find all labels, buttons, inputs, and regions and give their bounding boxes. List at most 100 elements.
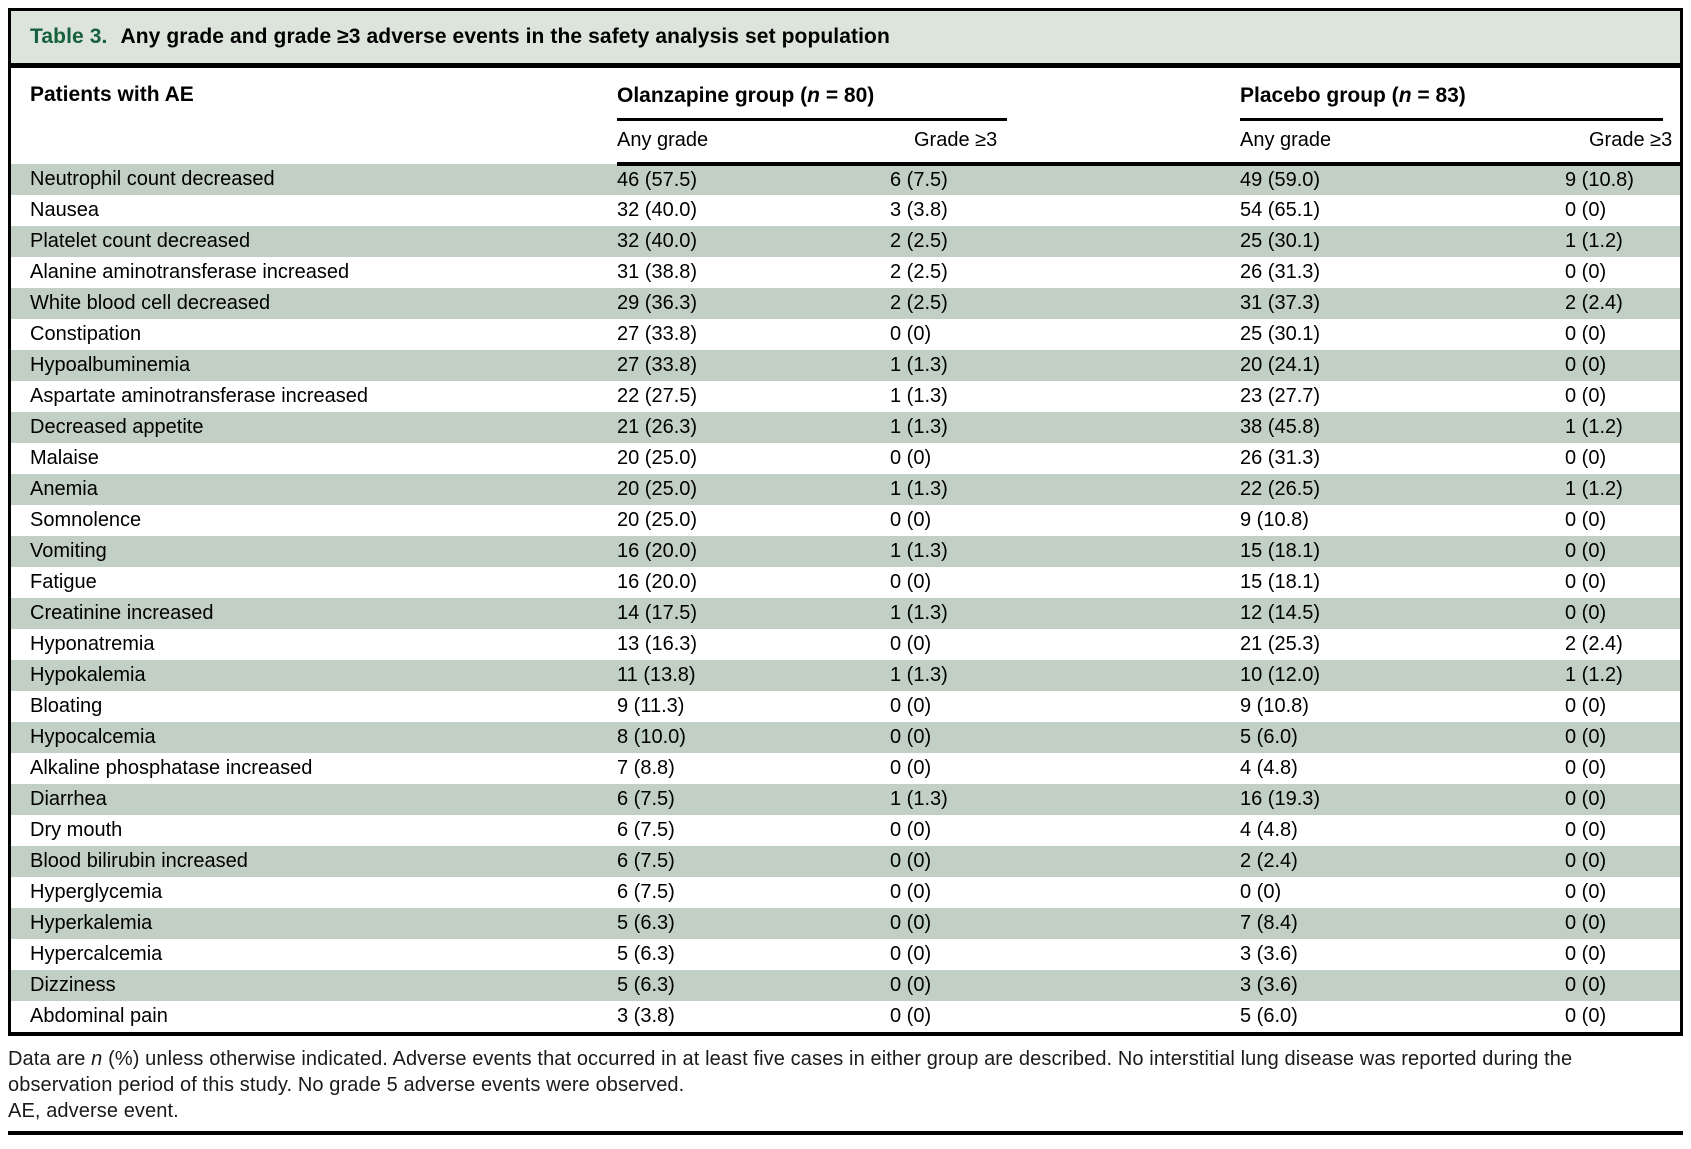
cell-olanzapine-any-grade: 27 (33.8) bbox=[617, 323, 698, 345]
cell-olanzapine-any-grade: 27 (33.8) bbox=[617, 354, 698, 376]
cell-placebo-any-grade: 21 (25.3) bbox=[1240, 633, 1321, 655]
cell-placebo-any-grade: 4 (4.8) bbox=[1240, 757, 1298, 779]
column-group-placebo: Placebo group (n = 83) bbox=[1240, 68, 1680, 121]
cell-event-name: Aspartate aminotransferase increased bbox=[30, 385, 368, 407]
cell-olanzapine-grade3: 0 (0) bbox=[890, 633, 932, 655]
cell-placebo-any-grade: 20 (24.1) bbox=[1240, 354, 1321, 376]
table-number-label: Table 3. bbox=[30, 25, 108, 48]
table-row: Hypoalbuminemia 27 (33.8) 1 (1.3) 20 (24… bbox=[11, 350, 1680, 381]
cell-placebo-grade3: 0 (0) bbox=[1565, 199, 1607, 221]
column-header-placebo-any-grade: Any grade bbox=[1240, 121, 1565, 166]
cell-olanzapine-grade3: 0 (0) bbox=[890, 1005, 932, 1027]
cell-event-name: Hyponatremia bbox=[30, 633, 155, 655]
cell-olanzapine-grade3: 1 (1.3) bbox=[890, 664, 948, 686]
table-row: Hypocalcemia 8 (10.0) 0 (0) 5 (6.0) 0 (0… bbox=[11, 722, 1680, 753]
cell-placebo-grade3: 9 (10.8) bbox=[1565, 169, 1634, 191]
cell-placebo-grade3: 2 (2.4) bbox=[1565, 292, 1623, 314]
cell-event-name: Hypocalcemia bbox=[30, 726, 156, 748]
cell-placebo-any-grade: 15 (18.1) bbox=[1240, 540, 1321, 562]
cell-olanzapine-grade3: 0 (0) bbox=[890, 726, 932, 748]
table-row: Vomiting 16 (20.0) 1 (1.3) 15 (18.1) 0 (… bbox=[11, 536, 1680, 567]
cell-placebo-any-grade: 25 (30.1) bbox=[1240, 323, 1321, 345]
cell-olanzapine-grade3: 0 (0) bbox=[890, 571, 932, 593]
cell-placebo-any-grade: 9 (10.8) bbox=[1240, 695, 1309, 717]
cell-placebo-any-grade: 16 (19.3) bbox=[1240, 788, 1321, 810]
cell-placebo-any-grade: 15 (18.1) bbox=[1240, 571, 1321, 593]
cell-event-name: Constipation bbox=[30, 323, 142, 345]
cell-olanzapine-any-grade: 21 (26.3) bbox=[617, 416, 698, 438]
cell-olanzapine-grade3: 0 (0) bbox=[890, 881, 932, 903]
cell-placebo-grade3: 0 (0) bbox=[1565, 447, 1607, 469]
cell-olanzapine-any-grade: 20 (25.0) bbox=[617, 447, 698, 469]
table-title-text: Any grade and grade ≥3 adverse events in… bbox=[120, 25, 890, 48]
cell-event-name: Bloating bbox=[30, 695, 103, 717]
olanzapine-n-value: = 80) bbox=[820, 84, 875, 107]
cell-placebo-grade3: 0 (0) bbox=[1565, 354, 1607, 376]
cell-placebo-grade3: 2 (2.4) bbox=[1565, 633, 1623, 655]
placebo-group-label: Placebo group ( bbox=[1240, 84, 1399, 107]
cell-olanzapine-any-grade: 5 (6.3) bbox=[617, 943, 675, 965]
cell-olanzapine-grade3: 0 (0) bbox=[890, 323, 932, 345]
table-row: Diarrhea 6 (7.5) 1 (1.3) 16 (19.3) 0 (0) bbox=[11, 784, 1680, 815]
bottom-rule bbox=[8, 1131, 1683, 1135]
cell-placebo-grade3: 0 (0) bbox=[1565, 509, 1607, 531]
cell-event-name: Abdominal pain bbox=[30, 1005, 168, 1027]
cell-olanzapine-grade3: 0 (0) bbox=[890, 943, 932, 965]
column-group-olanzapine: Olanzapine group (n = 80) bbox=[617, 68, 1240, 121]
table-row: Abdominal pain 3 (3.8) 0 (0) 5 (6.0) 0 (… bbox=[11, 1001, 1680, 1032]
cell-event-name: Malaise bbox=[30, 447, 99, 469]
cell-event-name: Blood bilirubin increased bbox=[30, 850, 248, 872]
cell-olanzapine-grade3: 0 (0) bbox=[890, 447, 932, 469]
cell-event-name: Vomiting bbox=[30, 540, 107, 562]
table-row: Alanine aminotransferase increased 31 (3… bbox=[11, 257, 1680, 288]
column-header-olanzapine-grade3: Grade ≥3 bbox=[890, 121, 1240, 166]
cell-olanzapine-any-grade: 16 (20.0) bbox=[617, 540, 698, 562]
cell-olanzapine-any-grade: 6 (7.5) bbox=[617, 819, 675, 841]
cell-placebo-grade3: 1 (1.2) bbox=[1565, 664, 1623, 686]
table-row: Hypercalcemia 5 (6.3) 0 (0) 3 (3.6) 0 (0… bbox=[11, 939, 1680, 970]
cell-olanzapine-any-grade: 6 (7.5) bbox=[617, 850, 675, 872]
cell-placebo-any-grade: 5 (6.0) bbox=[1240, 1005, 1298, 1027]
cell-placebo-any-grade: 4 (4.8) bbox=[1240, 819, 1298, 841]
cell-olanzapine-grade3: 1 (1.3) bbox=[890, 416, 948, 438]
cell-olanzapine-grade3: 0 (0) bbox=[890, 695, 932, 717]
cell-event-name: Dizziness bbox=[30, 974, 116, 996]
olanzapine-group-underline: Olanzapine group (n = 80) bbox=[617, 83, 1007, 121]
cell-placebo-grade3: 0 (0) bbox=[1565, 788, 1607, 810]
cell-placebo-any-grade: 23 (27.7) bbox=[1240, 385, 1321, 407]
footnote-line-1: Data are n (%) unless otherwise indicate… bbox=[8, 1046, 1683, 1072]
cell-placebo-any-grade: 3 (3.6) bbox=[1240, 943, 1298, 965]
cell-placebo-any-grade: 12 (14.5) bbox=[1240, 602, 1321, 624]
cell-event-name: Alkaline phosphatase increased bbox=[30, 757, 313, 779]
cell-event-name: Nausea bbox=[30, 199, 99, 221]
cell-placebo-grade3: 1 (1.2) bbox=[1565, 230, 1623, 252]
table-row: Somnolence 20 (25.0) 0 (0) 9 (10.8) 0 (0… bbox=[11, 505, 1680, 536]
cell-olanzapine-any-grade: 3 (3.8) bbox=[617, 1005, 675, 1027]
cell-olanzapine-any-grade: 32 (40.0) bbox=[617, 199, 698, 221]
cell-olanzapine-any-grade: 5 (6.3) bbox=[617, 912, 675, 934]
cell-olanzapine-grade3: 2 (2.5) bbox=[890, 292, 948, 314]
cell-olanzapine-any-grade: 46 (57.5) bbox=[617, 169, 698, 191]
cell-event-name: Fatigue bbox=[30, 571, 97, 593]
cell-event-name: Creatinine increased bbox=[30, 602, 214, 624]
placebo-n-symbol: n bbox=[1398, 84, 1412, 107]
cell-placebo-any-grade: 25 (30.1) bbox=[1240, 230, 1321, 252]
footnote-line-2: observation period of this study. No gra… bbox=[8, 1074, 685, 1096]
cell-olanzapine-grade3: 1 (1.3) bbox=[890, 354, 948, 376]
cell-olanzapine-any-grade: 6 (7.5) bbox=[617, 788, 675, 810]
cell-olanzapine-any-grade: 20 (25.0) bbox=[617, 509, 698, 531]
olanzapine-n-symbol: n bbox=[807, 84, 820, 107]
cell-olanzapine-any-grade: 8 (10.0) bbox=[617, 726, 686, 748]
table-header: Patients with AE Olanzapine group (n = 8… bbox=[11, 68, 1680, 166]
cell-placebo-any-grade: 3 (3.6) bbox=[1240, 974, 1298, 996]
column-header-patients-with-ae: Patients with AE bbox=[30, 83, 194, 106]
table-frame: Table 3. Any grade and grade ≥3 adverse … bbox=[8, 8, 1683, 1036]
cell-event-name: Hyperglycemia bbox=[30, 881, 163, 903]
column-header-placebo-grade3: Grade ≥3 bbox=[1565, 121, 1680, 166]
table-row: Decreased appetite 21 (26.3) 1 (1.3) 38 … bbox=[11, 412, 1680, 443]
cell-placebo-any-grade: 9 (10.8) bbox=[1240, 509, 1309, 531]
table-title-bar: Table 3. Any grade and grade ≥3 adverse … bbox=[11, 11, 1680, 68]
table-row: Bloating 9 (11.3) 0 (0) 9 (10.8) 0 (0) bbox=[11, 691, 1680, 722]
cell-placebo-grade3: 0 (0) bbox=[1565, 323, 1607, 345]
cell-olanzapine-grade3: 0 (0) bbox=[890, 912, 932, 934]
